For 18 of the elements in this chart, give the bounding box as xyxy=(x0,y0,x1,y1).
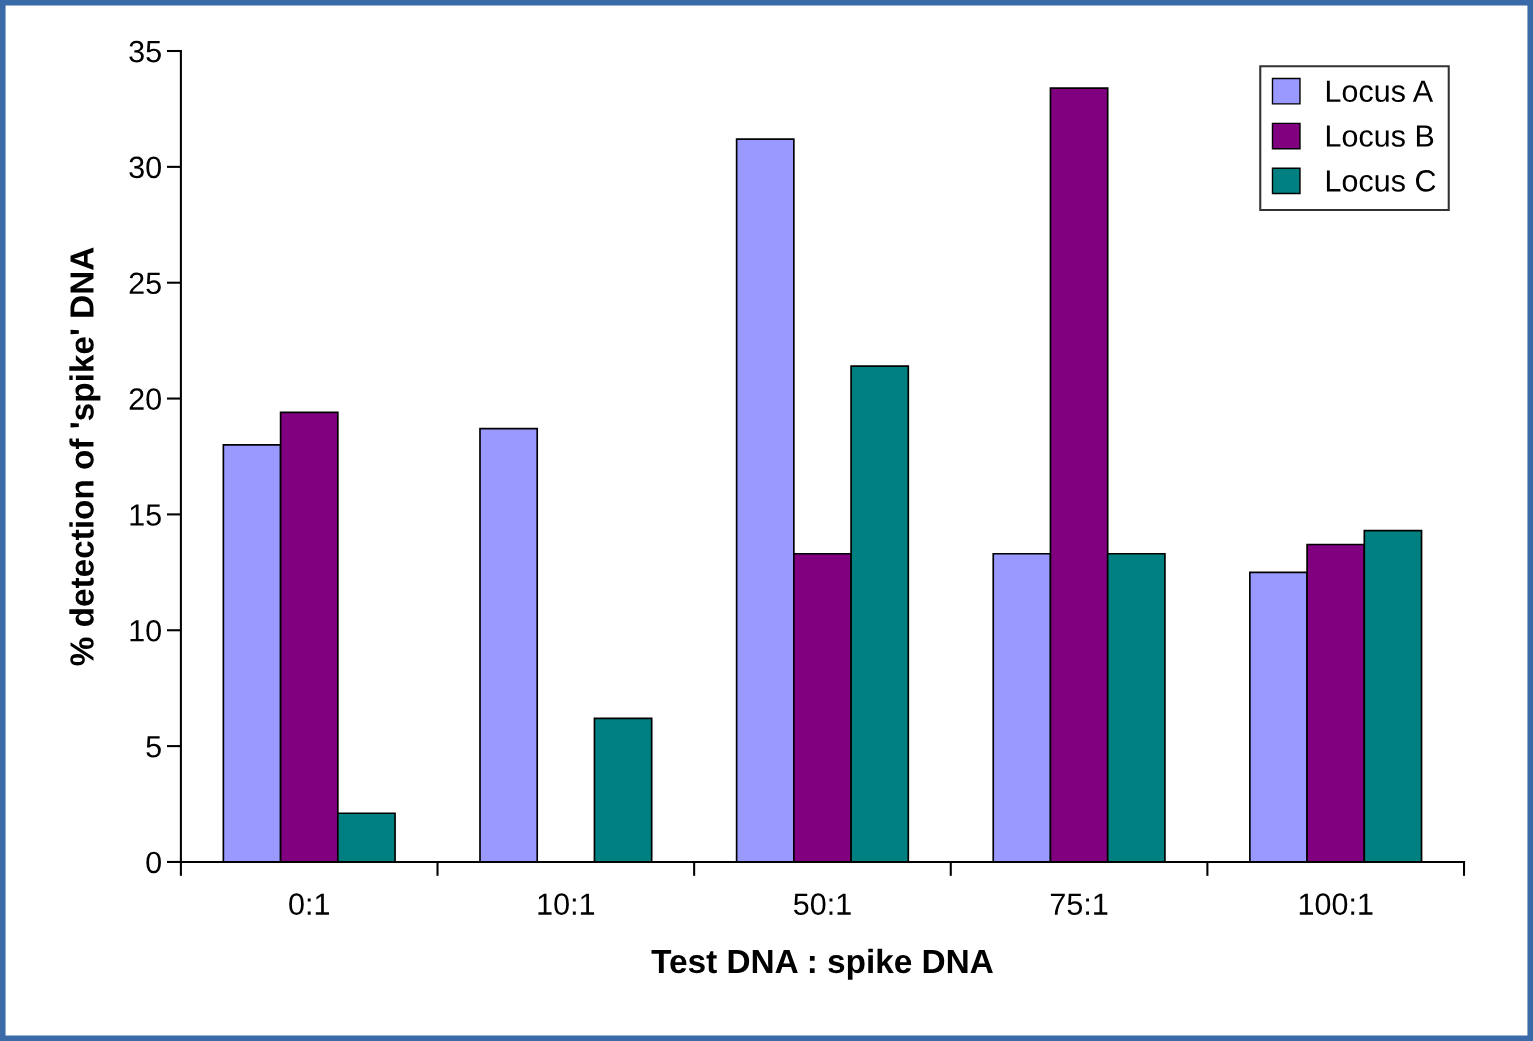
y-tick-label: 35 xyxy=(129,40,161,63)
legend-label: Locus C xyxy=(1326,170,1436,192)
y-tick-label: 0 xyxy=(146,851,161,874)
x-tick-label: 100:1 xyxy=(1299,893,1373,915)
x-tick-label: 50:1 xyxy=(793,893,851,915)
legend-label: Locus B xyxy=(1326,125,1434,147)
legend-label: Locus A xyxy=(1326,80,1434,103)
y-axis-title: % detection of 'spike' DNA xyxy=(69,247,101,666)
y-tick-label: 25 xyxy=(129,272,161,295)
y-tick-label: 15 xyxy=(130,504,161,526)
y-tick-label: 30 xyxy=(129,156,161,179)
x-tick-label: 10:1 xyxy=(538,893,595,915)
y-tick-label: 10 xyxy=(130,619,161,642)
y-tick-label: 5 xyxy=(146,736,161,758)
y-tick-label: 20 xyxy=(129,388,161,410)
x-tick-label: 0:1 xyxy=(289,893,329,915)
x-tick-label: 75:1 xyxy=(1050,893,1108,915)
x-axis-title: Test DNA : spike DNA xyxy=(651,948,993,980)
